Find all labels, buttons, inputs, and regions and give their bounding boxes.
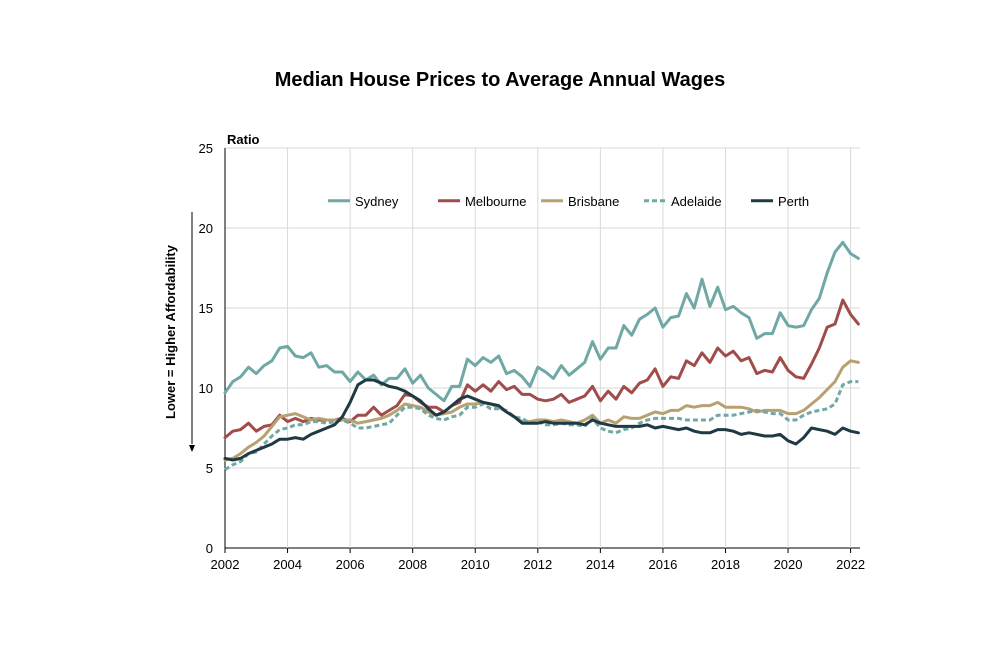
legend: Sydney Melbourne Brisbane Adelaide Perth bbox=[328, 194, 809, 209]
series-line-brisbane bbox=[223, 359, 860, 462]
gridlines bbox=[224, 147, 860, 553]
legend-label-adelaide: Adelaide bbox=[671, 194, 722, 209]
affordability-note-text: Lower = Higher Affordability bbox=[163, 244, 178, 419]
legend-label-melbourne: Melbourne bbox=[465, 194, 526, 209]
y-tick-label: 10 bbox=[199, 381, 213, 396]
legend-label-perth: Perth bbox=[778, 194, 809, 209]
legend-label-brisbane: Brisbane bbox=[568, 194, 619, 209]
series-line-adelaide bbox=[224, 380, 859, 471]
legend-label-sydney: Sydney bbox=[355, 194, 399, 209]
arrowhead-icon bbox=[189, 445, 195, 452]
series-lines bbox=[223, 240, 860, 471]
y-tick-label: 15 bbox=[199, 301, 213, 316]
x-tick-label: 2022 bbox=[836, 557, 865, 572]
y-tick-label: 25 bbox=[199, 141, 213, 156]
y-tick-label: 20 bbox=[199, 221, 213, 236]
series-line-sydney bbox=[223, 240, 860, 403]
x-tick-label: 2010 bbox=[461, 557, 490, 572]
x-tick-label: 2016 bbox=[648, 557, 677, 572]
y-axis-label: Ratio bbox=[227, 132, 260, 147]
x-tick-label: 2004 bbox=[273, 557, 302, 572]
chart-title: Median House Prices to Average Annual Wa… bbox=[274, 69, 726, 91]
x-tick-label: 2020 bbox=[774, 557, 803, 572]
x-tick-label: 2018 bbox=[711, 557, 740, 572]
axis-ticks: 0 5 10 15 20 25 2002 2004 2006 2008 2010 2012 2014 20… bbox=[199, 141, 866, 572]
y-tick-label: 0 bbox=[206, 541, 213, 556]
x-tick-label: 2006 bbox=[336, 557, 365, 572]
affordability-note: Lower = Higher Affordability bbox=[163, 212, 195, 452]
y-tick-label: 5 bbox=[206, 461, 213, 476]
x-tick-label: 2014 bbox=[586, 557, 615, 572]
x-tick-label: 2002 bbox=[211, 557, 240, 572]
series-line-perth bbox=[223, 378, 860, 462]
x-tick-label: 2012 bbox=[523, 557, 552, 572]
x-tick-label: 2008 bbox=[398, 557, 427, 572]
